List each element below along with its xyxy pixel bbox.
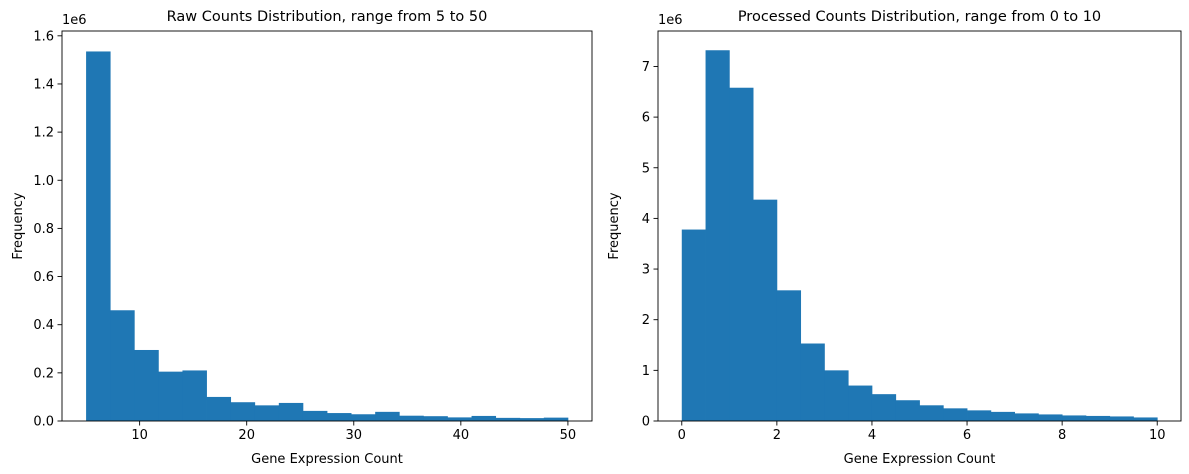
histogram-bar: [278, 402, 304, 421]
x-tick-label: 4: [868, 428, 876, 443]
histogram-bar: [519, 418, 545, 421]
y-tick-label: 0.8: [33, 222, 54, 237]
chart-title: Processed Counts Distribution, range fro…: [738, 9, 1101, 25]
x-tick-label: 10: [1149, 428, 1166, 443]
y-tick-label: 1.4: [33, 77, 54, 92]
y-tick-label: 1.0: [33, 174, 54, 189]
y-tick-label: 1: [642, 364, 650, 379]
histogram-bar: [967, 410, 992, 421]
y-tick-label: 2: [642, 313, 650, 328]
histogram-bar: [753, 199, 778, 421]
histogram-bar: [1133, 417, 1158, 421]
histogram-bar: [230, 402, 256, 421]
x-tick-label: 10: [131, 428, 148, 443]
histogram-bar: [158, 371, 183, 421]
y-tick-label: 5: [642, 161, 650, 176]
x-tick-label: 0: [678, 428, 686, 443]
y-tick-label: 0: [642, 415, 650, 430]
y-axis-offset-label: 1e6: [658, 13, 683, 28]
histogram-bar: [1038, 414, 1063, 421]
histogram-bar: [871, 394, 897, 421]
axes-frame: [61, 30, 593, 422]
y-tick-label: 0.0: [33, 415, 54, 430]
y-tick-label: 7: [642, 60, 650, 75]
histogram-bar: [351, 414, 376, 421]
histogram-bar: [423, 416, 448, 421]
y-tick-label: 3: [642, 263, 650, 278]
histogram-bar: [399, 415, 424, 421]
axes-frame: [657, 30, 1182, 422]
y-tick-label: 1.2: [33, 126, 54, 141]
histogram-bar: [86, 51, 111, 422]
x-tick-label: 30: [345, 428, 362, 443]
y-axis-label: Frequency: [607, 192, 622, 259]
x-tick-label: 2: [773, 428, 781, 443]
x-axis-label: Gene Expression Count: [844, 452, 996, 467]
histogram-bar: [895, 400, 920, 421]
y-axis-offset-label: 1e6: [62, 13, 87, 28]
x-tick-label: 20: [238, 428, 255, 443]
histogram-bar: [776, 290, 802, 421]
histogram-bar: [705, 50, 730, 421]
x-tick-label: 8: [1058, 428, 1066, 443]
histogram-bar: [447, 417, 472, 421]
histogram-bar: [543, 417, 569, 421]
x-axis-label: Gene Expression Count: [251, 452, 403, 467]
histogram-bar: [919, 405, 944, 421]
histogram-bar: [848, 385, 873, 421]
histogram-bar: [824, 370, 849, 421]
x-tick-label: 6: [963, 428, 971, 443]
histogram-bar: [375, 411, 400, 421]
x-tick-label: 50: [560, 428, 577, 443]
y-tick-label: 0.6: [33, 270, 54, 285]
histogram-bar: [681, 229, 706, 421]
y-tick-label: 0.2: [33, 366, 54, 381]
histogram-bar: [1085, 415, 1111, 421]
histogram-bar: [943, 408, 968, 421]
histogram-bar: [990, 411, 1015, 421]
histogram-bar: [254, 405, 280, 421]
histogram-bar: [729, 87, 754, 421]
raw-counts-histogram: 10 20 30 40 50 0.0 0.2 0.4 0.6 0.8 1.0 1.2 1.4 1.6 1e6…: [11, 9, 593, 467]
y-tick-label: 1.6: [33, 29, 54, 44]
y-axis-label: Frequency: [11, 192, 26, 259]
histogram-bar: [327, 413, 352, 421]
histogram-bar: [1109, 416, 1134, 421]
y-tick-label: 0.4: [33, 318, 54, 333]
histogram-bar: [495, 417, 521, 421]
histogram-bar: [302, 410, 328, 421]
y-tick-label: 6: [642, 111, 650, 126]
histogram-bar: [1014, 413, 1039, 421]
x-tick-label: 40: [453, 428, 470, 443]
histogram-bar: [134, 349, 159, 421]
histogram-bar: [182, 370, 207, 421]
histogram-bar: [206, 396, 232, 421]
histogram-bar: [1062, 415, 1087, 421]
histogram-bar: [110, 310, 135, 421]
histogram-bar: [471, 415, 497, 421]
chart-title: Raw Counts Distribution, range from 5 to…: [167, 9, 488, 25]
processed-counts-histogram: 0 2 4 6 8 10 0 1 2 3 4 5 6 7 1e6 Processed Counts Distr…: [607, 9, 1182, 467]
histogram-bar: [800, 343, 825, 421]
y-tick-label: 4: [642, 212, 650, 227]
